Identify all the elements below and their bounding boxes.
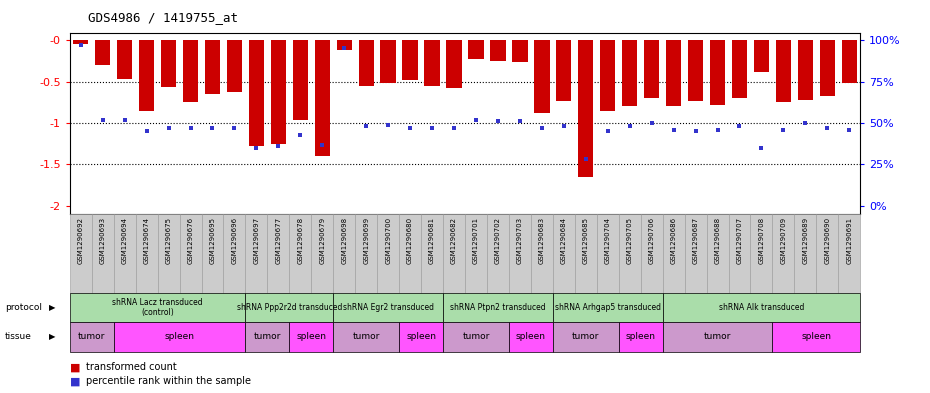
Bar: [446, 40, 461, 88]
Bar: [403, 40, 418, 80]
Text: GSM1290683: GSM1290683: [538, 217, 545, 264]
Bar: [732, 40, 747, 98]
Bar: [622, 40, 637, 107]
Bar: [293, 40, 308, 121]
Bar: [600, 40, 616, 111]
Text: shRNA Alk transduced: shRNA Alk transduced: [719, 303, 804, 312]
Text: GSM1290691: GSM1290691: [846, 217, 852, 264]
Bar: [271, 40, 286, 144]
Text: GSM1290689: GSM1290689: [803, 217, 808, 264]
Text: tumor: tumor: [572, 332, 600, 342]
Text: GSM1290703: GSM1290703: [517, 217, 523, 264]
Bar: [183, 40, 198, 102]
Bar: [578, 40, 593, 177]
Text: GSM1290692: GSM1290692: [78, 217, 84, 264]
Text: shRNA Egr2 transduced: shRNA Egr2 transduced: [342, 303, 433, 312]
Text: GSM1290677: GSM1290677: [275, 217, 282, 264]
Bar: [666, 40, 682, 107]
Bar: [644, 40, 659, 98]
Text: GSM1290706: GSM1290706: [648, 217, 655, 264]
Text: spleen: spleen: [165, 332, 194, 342]
Bar: [688, 40, 703, 101]
Bar: [139, 40, 154, 110]
Text: tissue: tissue: [5, 332, 32, 342]
Bar: [205, 40, 220, 94]
Text: shRNA Arhgap5 transduced: shRNA Arhgap5 transduced: [554, 303, 660, 312]
Bar: [710, 40, 725, 105]
Bar: [314, 40, 330, 156]
Text: GSM1290674: GSM1290674: [143, 217, 150, 264]
Text: percentile rank within the sample: percentile rank within the sample: [86, 376, 251, 386]
Text: transformed count: transformed count: [86, 362, 178, 373]
Bar: [469, 40, 484, 59]
Text: spleen: spleen: [406, 332, 436, 342]
Text: GSM1290685: GSM1290685: [583, 217, 589, 264]
Text: ▶: ▶: [49, 303, 56, 312]
Text: spleen: spleen: [516, 332, 546, 342]
Bar: [248, 40, 264, 146]
Bar: [95, 40, 111, 65]
Text: GSM1290709: GSM1290709: [780, 217, 787, 264]
Text: shRNA Lacz transduced
(control): shRNA Lacz transduced (control): [113, 298, 203, 317]
Text: spleen: spleen: [626, 332, 656, 342]
Text: tumor: tumor: [254, 332, 281, 342]
Text: tumor: tumor: [462, 332, 490, 342]
Bar: [512, 40, 527, 62]
Text: GSM1290681: GSM1290681: [429, 217, 435, 264]
Text: GSM1290702: GSM1290702: [495, 217, 501, 264]
Text: GSM1290705: GSM1290705: [627, 217, 632, 264]
Text: spleen: spleen: [297, 332, 326, 342]
Text: GSM1290684: GSM1290684: [561, 217, 566, 264]
Bar: [161, 40, 177, 87]
Text: GSM1290678: GSM1290678: [298, 217, 303, 264]
Bar: [842, 40, 857, 83]
Text: GSM1290688: GSM1290688: [714, 217, 721, 264]
Text: GSM1290707: GSM1290707: [737, 217, 742, 264]
Text: GSM1290686: GSM1290686: [671, 217, 677, 264]
Bar: [556, 40, 572, 101]
Text: GSM1290708: GSM1290708: [759, 217, 764, 264]
Text: GSM1290679: GSM1290679: [319, 217, 325, 264]
Bar: [227, 40, 242, 92]
Text: ■: ■: [70, 362, 80, 373]
Text: GSM1290698: GSM1290698: [341, 217, 347, 264]
Text: protocol: protocol: [5, 303, 42, 312]
Text: GSM1290682: GSM1290682: [451, 217, 457, 264]
Text: shRNA Ptpn2 transduced: shRNA Ptpn2 transduced: [450, 303, 546, 312]
Bar: [798, 40, 813, 100]
Bar: [358, 40, 374, 86]
Bar: [380, 40, 396, 83]
Text: ■: ■: [70, 376, 80, 386]
Text: GSM1290694: GSM1290694: [122, 217, 127, 264]
Text: GSM1290687: GSM1290687: [693, 217, 698, 264]
Bar: [73, 40, 88, 44]
Text: tumor: tumor: [704, 332, 731, 342]
Text: GSM1290675: GSM1290675: [166, 217, 171, 264]
Text: GSM1290699: GSM1290699: [364, 217, 369, 264]
Text: GSM1290695: GSM1290695: [209, 217, 216, 264]
Bar: [753, 40, 769, 72]
Bar: [819, 40, 835, 96]
Text: GSM1290676: GSM1290676: [188, 217, 193, 264]
Text: tumor: tumor: [352, 332, 379, 342]
Bar: [337, 40, 352, 50]
Bar: [534, 40, 550, 113]
Text: shRNA Ppp2r2d transduced: shRNA Ppp2r2d transduced: [236, 303, 342, 312]
Text: GSM1290700: GSM1290700: [385, 217, 392, 264]
Bar: [117, 40, 132, 79]
Text: GSM1290680: GSM1290680: [407, 217, 413, 264]
Text: GSM1290696: GSM1290696: [232, 217, 237, 264]
Text: GSM1290697: GSM1290697: [253, 217, 259, 264]
Text: GSM1290704: GSM1290704: [604, 217, 611, 264]
Text: GSM1290690: GSM1290690: [824, 217, 830, 264]
Text: GSM1290693: GSM1290693: [100, 217, 106, 264]
Text: spleen: spleen: [802, 332, 831, 342]
Text: ▶: ▶: [49, 332, 56, 342]
Text: GDS4986 / 1419755_at: GDS4986 / 1419755_at: [88, 11, 238, 24]
Text: GSM1290701: GSM1290701: [473, 217, 479, 264]
Bar: [776, 40, 791, 102]
Text: tumor: tumor: [78, 332, 105, 342]
Bar: [424, 40, 440, 86]
Bar: [490, 40, 506, 61]
